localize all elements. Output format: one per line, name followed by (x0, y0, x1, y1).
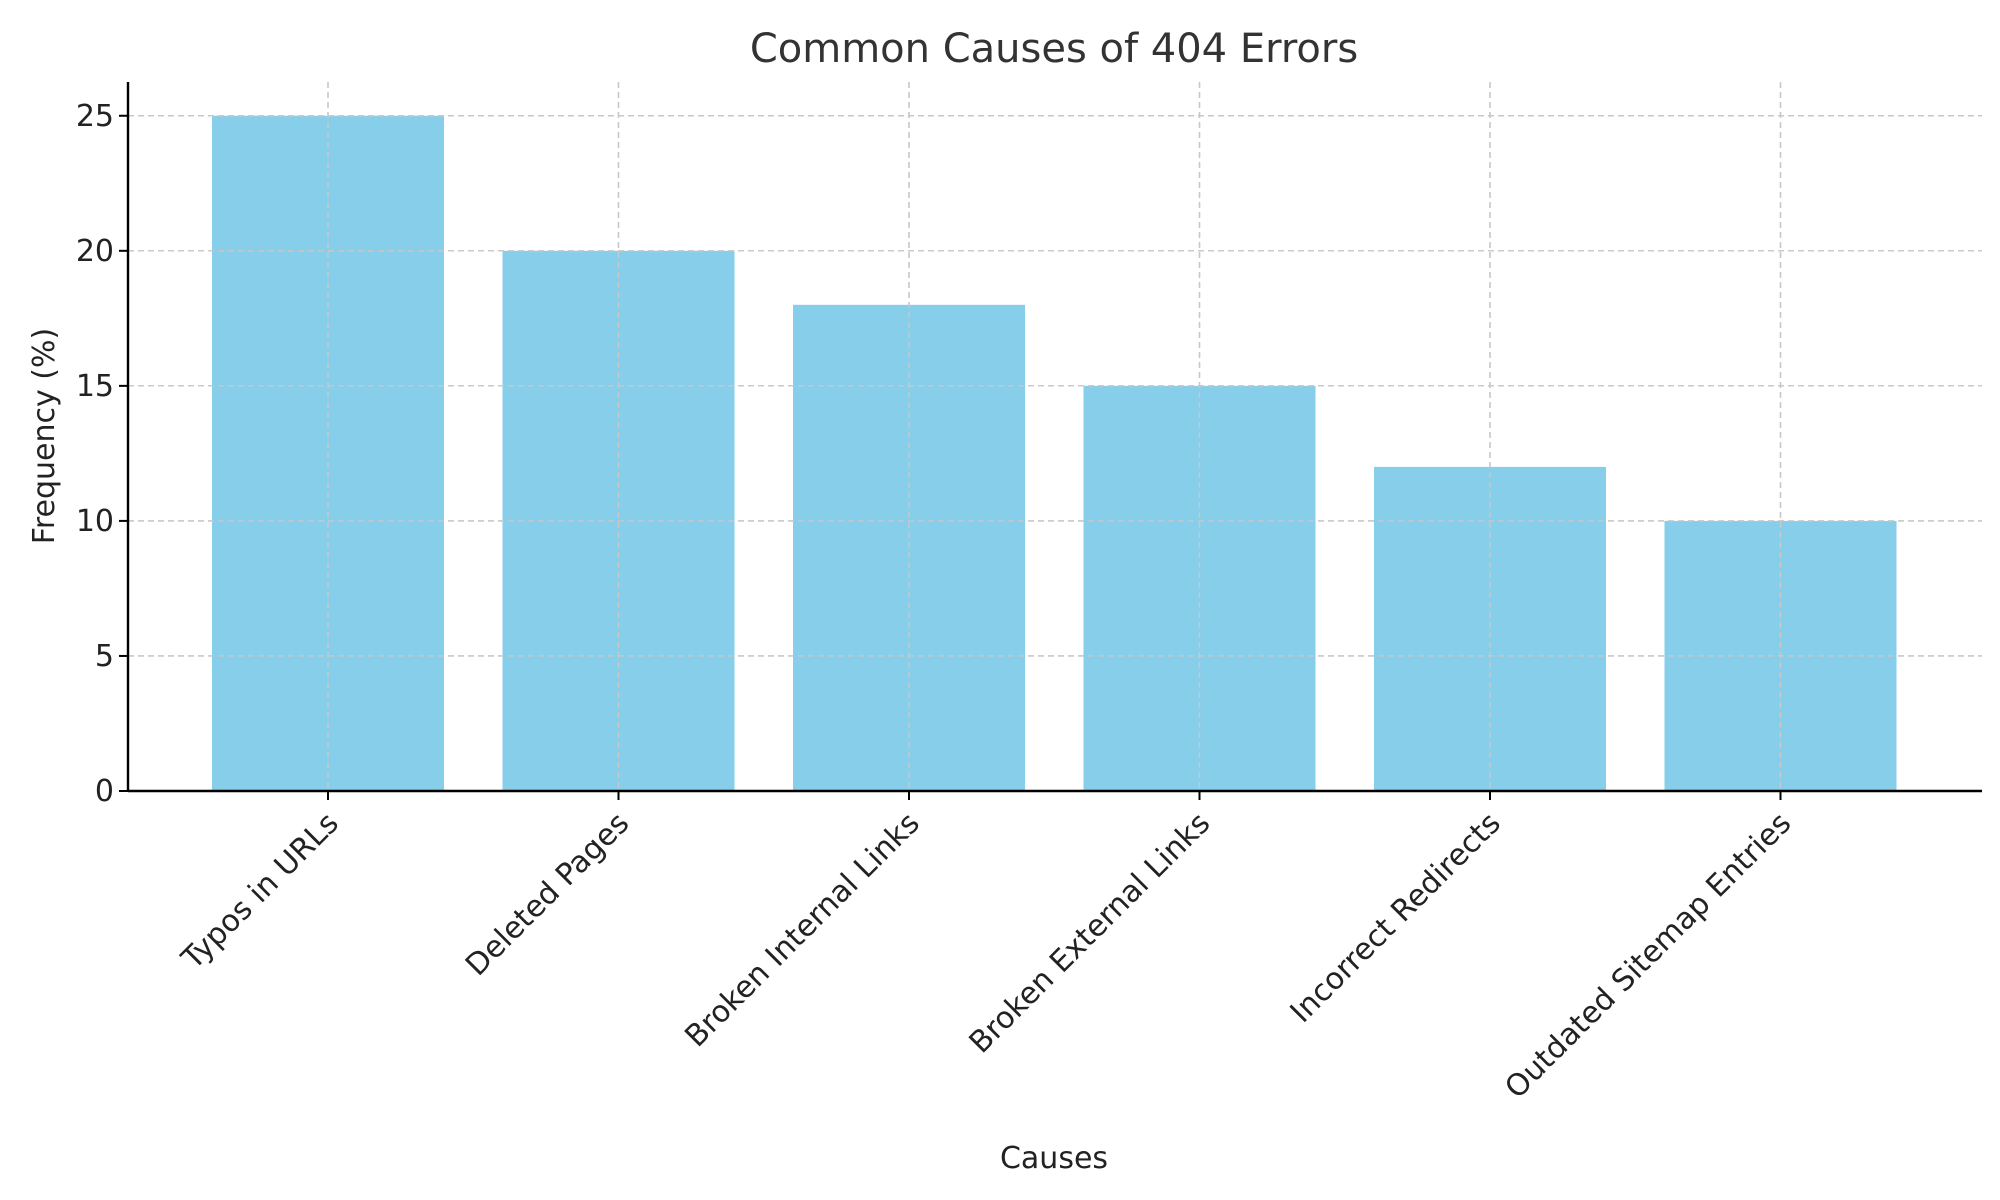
x-tick-label: Typos in URLs (175, 806, 346, 977)
x-tick-label: Incorrect Redirects (1284, 806, 1508, 1030)
y-tick-label: 25 (76, 99, 114, 134)
grid-overlay (128, 82, 1982, 791)
chart-title: Common Causes of 404 Errors (750, 26, 1358, 72)
y-tick-label: 5 (95, 639, 114, 674)
x-tick-label: Broken External Links (963, 806, 1218, 1061)
y-tick-label: 20 (76, 234, 114, 269)
x-tick-label: Broken Internal Links (678, 806, 926, 1054)
bar-layer (212, 115, 1897, 792)
y-tick-label: 0 (95, 774, 114, 809)
x-tick-label: Deleted Pages (459, 806, 636, 983)
y-tick-label: 10 (76, 504, 114, 539)
y-axis-label: Frequency (%) (27, 328, 62, 544)
x-tick-label: Outdated Sitemap Entries (1498, 806, 1798, 1106)
axis-layer (126, 82, 1982, 793)
x-axis-label: Causes (1000, 1141, 1108, 1176)
y-tick-label: 15 (76, 369, 114, 404)
